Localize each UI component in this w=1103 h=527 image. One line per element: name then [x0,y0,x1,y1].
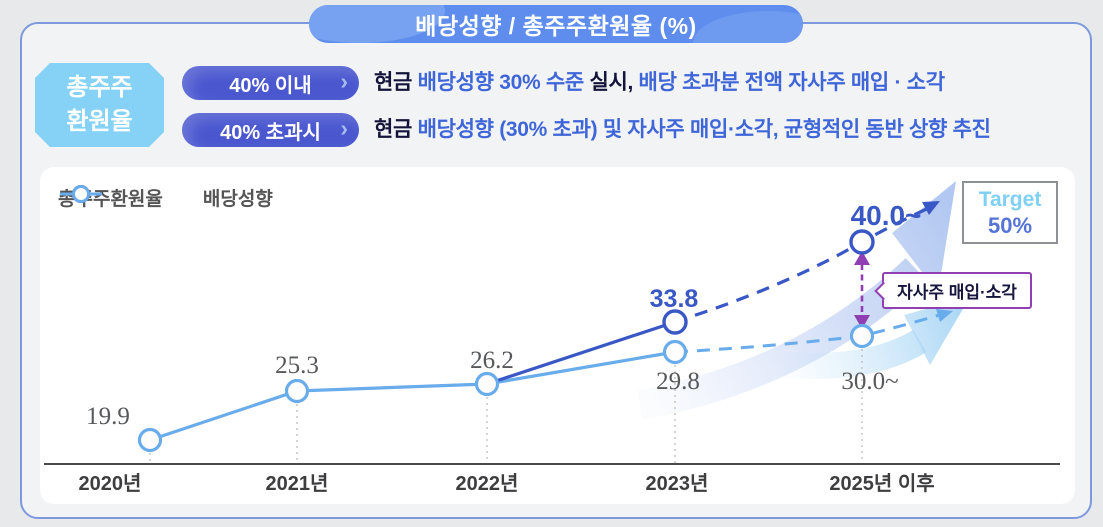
swoosh-arrow-payout [784,329,927,379]
target-box-title: Target [978,187,1042,211]
swoosh-arrowhead-payout [904,297,970,365]
chart-legend: 총주주환원율 배당성향 [58,184,273,211]
value-label-payout: 25.3 [275,352,319,379]
legend-label: 배당성향 [202,189,273,210]
tsr-point [662,309,688,335]
buyback-callout-label: 자사주 매입·소각 [897,283,1017,302]
value-label-tsr: 33.8 [650,285,699,313]
tsr-line [486,320,676,386]
chevron-right-icon: › [340,67,348,94]
swoosh-arrowhead-tsr [892,181,956,293]
buyback-range-arrowhead-bottom [854,315,870,329]
x-axis-label: 2022년 [456,472,519,495]
rule-pill-over-40-label: 40% 초과시 [220,121,321,144]
target-box-value: 50% [987,212,1033,238]
payout-point [662,339,688,365]
value-label-tsr: 40.0~ [851,200,922,231]
rule-text-segment: 현금 [374,118,418,141]
value-label-payout: 29.8 [656,368,700,395]
chart-card: 2020년 2021년 2022년 2023년 2025년 이후 19.9 25.3 26.2… [40,167,1075,504]
chart-plot: 2020년 2021년 2022년 2023년 2025년 이후 19.9 25.3 26.2… [44,181,1060,495]
x-axis-label: 2025년 이후 [829,472,934,495]
buyback-range-arrowhead-top [854,251,870,265]
rule-text-segment: 배당성향 30% 수준 [417,71,590,94]
target-box: Target 50% [962,181,1058,244]
value-label-payout: 30.0~ [841,368,898,395]
label-box-line2: 환원율 [66,108,133,135]
legend-marker-icon [60,185,102,203]
rule-text-segment: 현금 [374,71,418,94]
value-label-payout: 26.2 [470,347,514,374]
payout-projection-arrowhead [936,309,953,322]
payout-point [849,323,875,349]
payout-point [284,378,310,404]
label-box-line1: 총주주 [66,74,133,101]
x-axis-label: 2021년 [266,472,329,495]
main-panel: 배당성향 / 총주주환원율 (%) 총주주 환원율 40% 이내 › 현금 배당… [20,5,1092,519]
x-axis-label: 2023년 [646,472,709,495]
tsr-point [849,229,875,255]
rule-text-segment: 배당성향 (30% 초과) 및 자사주 매입·소각, 균형적인 동반 상향 추진 [417,118,991,141]
payout-line [149,350,676,442]
buyback-callout: 자사주 매입·소각 [882,272,1032,309]
rule-pill-under-40: 40% 이내 › [182,66,359,100]
payout-projection-line [674,311,947,354]
rule-text-under-40: 현금 배당성향 30% 수준 실시, 배당 초과분 전액 자사주 매입 · 소각 [374,66,945,100]
page-title: 배당성향 / 총주주환원율 (%) [415,13,697,39]
rule-pill-over-40: 40% 초과시 › [182,113,359,147]
header-pill: 배당성향 / 총주주환원율 (%) [309,5,803,43]
legend-item-payout: 배당성향 [60,184,273,211]
chevron-right-icon: › [340,114,348,141]
rule-pill-under-40-label: 40% 이내 [229,74,312,97]
tsr-projection-arrowhead [922,201,940,215]
payout-point [474,371,500,397]
value-label-payout: 19.9 [86,403,130,430]
tsr-projection-line [673,204,934,324]
payout-point [137,427,163,453]
rule-text-segment: 배당 초과분 전액 자사주 매입 · 소각 [638,71,945,94]
shareholder-return-label-box: 총주주 환원율 [35,63,164,147]
x-axis-label: 2020년 [79,472,142,495]
rule-text-segment: 실시, [589,71,639,94]
rule-text-over-40: 현금 배당성향 (30% 초과) 및 자사주 매입·소각, 균형적인 동반 상향… [374,113,991,147]
